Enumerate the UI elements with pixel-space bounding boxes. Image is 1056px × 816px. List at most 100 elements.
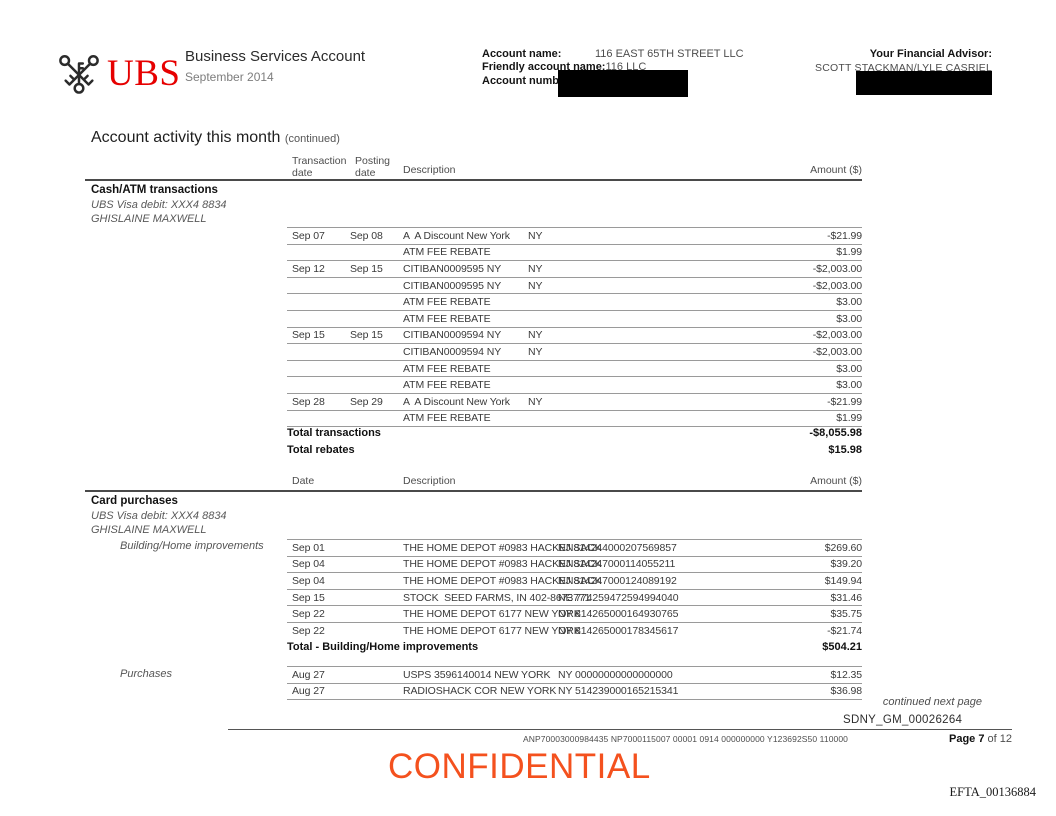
purchase-row: Sep 04 THE HOME DEPOT #0983 HACKENSACK N… [287,572,862,589]
cell-posting-date: Sep 15 [350,262,383,275]
cell-amount: $269.60 [824,541,862,554]
total-rebates-label: Total rebates [287,444,355,456]
cell-merchant: THE HOME DEPOT 6177 NEW YORK [403,624,581,637]
cell-merchant: THE HOME DEPOT 6177 NEW YORK [403,608,581,621]
transaction-row: Sep 15 Sep 15 CITIBAN0009594 NY NY -$2,00… [287,326,862,344]
card-purchases-cardholder: GHISLAINE MAXWELL [91,524,207,536]
page-title: Account activity this month (continued) [91,129,340,147]
cell-amount: $1.99 [836,246,862,259]
cell-description: CITIBAN0009595 NY NY [403,263,757,275]
product-block: Business Services Account September 2014 [185,48,365,84]
description-state: NY [528,229,543,242]
cell-posting-date: Sep 08 [350,229,383,242]
cell-amount: $3.00 [836,379,862,392]
account-number-label: Account number: [482,74,574,87]
purchase-row: Aug 27 USPS 3596140014 NEW YORK NY 00000… [287,666,862,683]
cell-merchant: THE HOME DEPOT #0983 HACKENSACK [403,541,602,554]
cell-amount: $31.46 [830,591,862,604]
cell-date: Aug 27 [292,685,325,698]
description-text: CITIBAN0009594 NY [403,329,502,342]
cell-description: ATM FEE REBATE [403,363,757,375]
cell-amount: -$21.99 [827,229,862,242]
col-amount: Amount ($) [810,164,862,176]
transaction-row: ATM FEE REBATE $1.99 [287,243,862,261]
card-purchases-card-number: UBS Visa debit: XXX4 8834 [91,509,227,522]
friendly-name-row: Friendly account name: 116 LLC [482,61,744,75]
page-number-rest: of 12 [984,733,1012,745]
cell-amount: $149.94 [824,574,862,587]
cell-amount: $12.35 [830,668,862,681]
ubs-keys-icon [59,55,99,94]
confidential-stamp: CONFIDENTIAL [388,747,651,786]
cell-amount: -$2,003.00 [812,329,862,342]
col-amount: Amount ($) [810,475,862,487]
cell-transaction-date: Sep 28 [292,395,325,408]
cell-transaction-date: Sep 15 [292,329,325,342]
total-transactions-label: Total transactions [287,427,381,439]
cell-amount: -$21.99 [827,395,862,408]
transaction-row: Sep 07 Sep 08 A A Discount New York NY -$… [287,227,862,244]
cell-amount: -$21.74 [827,624,862,637]
advisor-redaction [856,71,992,95]
cell-description: A A Discount New York NY [403,230,757,242]
col-posting-line2: date [355,167,376,179]
account-name-row: Account name: 116 EAST 65TH STREET LLC [482,48,744,61]
cell-reference: NJ 814244000207569857 [558,541,677,554]
cell-amount: $36.98 [830,685,862,698]
purchase-row: Sep 04 THE HOME DEPOT #0983 HACKENSACK N… [287,555,862,573]
building-improvements-rows: Sep 01 THE HOME DEPOT #0983 HACKENSACK N… [287,539,862,639]
cell-reference: NY 00000000000000000 [558,668,673,681]
description-text: ATM FEE REBATE [403,246,491,259]
col-description: Description [403,164,456,176]
total-building-label: Total - Building/Home improvements [287,641,479,653]
description-text: ATM FEE REBATE [403,362,491,375]
description-text: A A Discount New York [403,395,510,408]
cell-date: Sep 04 [292,558,325,571]
description-text: CITIBAN0009594 NY [403,345,502,358]
group-label-building: Building/Home improvements [120,540,264,552]
cell-reference: NJ 814247000114055211 [558,558,676,571]
statement-code-line: ANP70003000984435 NP7000115007 00001 091… [523,734,849,744]
cell-amount: -$2,003.00 [812,345,862,358]
ubs-logo: UBS [56,52,180,94]
bates-number-efta: EFTA_00136884 [949,785,1037,799]
total-transactions-row: Total transactions -$8,055.98 [287,427,862,439]
col-date: Date [292,475,315,487]
cell-reference: NE 774259472594994040 [558,591,679,604]
total-building-row: Total - Building/Home improvements $504.… [287,641,862,653]
cell-amount: $3.00 [836,296,862,309]
cell-amount: -$2,003.00 [812,279,862,292]
total-rebates-value: $15.98 [828,444,862,456]
transaction-row: CITIBAN0009594 NY NY -$2,003.00 [287,343,862,360]
ubs-wordmark: UBS [107,53,181,94]
cell-reference: NY 814265000178345617 [558,624,679,637]
total-transactions-value: -$8,055.98 [809,427,862,439]
cell-amount: -$2,003.00 [812,262,862,275]
cell-description: CITIBAN0009595 NY NY [403,280,757,292]
cell-amount: $35.75 [830,608,862,621]
col-posting-line1: Posting [355,155,391,167]
col-transaction-date: Transaction date [292,155,346,179]
cell-transaction-date: Sep 07 [292,229,325,242]
cash-atm-section-title: Cash/ATM transactions [91,184,218,196]
transaction-row: Sep 28 Sep 29 A A Discount New York NY -$… [287,392,862,410]
cell-posting-date: Sep 29 [350,395,383,408]
description-state: NY [528,279,543,292]
account-name-value: 116 EAST 65TH STREET LLC [595,48,744,60]
card-purchases-section: Card purchases UBS Visa debit: XXX4 8834… [91,495,227,536]
account-name-label: Account name: [482,48,562,60]
total-building-value: $504.21 [822,641,862,653]
description-text: ATM FEE REBATE [403,312,491,325]
advisor-label: Your Financial Advisor: [869,48,992,60]
col-transaction-line1: Transaction [292,155,347,167]
page-number-bold: Page 7 [949,733,985,745]
cell-reference: NY 814265000164930765 [558,608,679,621]
cell-merchant: THE HOME DEPOT #0983 HACKENSACK [403,574,602,587]
description-text: A A Discount New York [403,229,510,242]
transaction-row: ATM FEE REBATE $3.00 [287,359,862,377]
cell-description: CITIBAN0009594 NY NY [403,329,757,341]
cell-date: Sep 01 [292,541,325,554]
cell-reference: NJ 814247000124089192 [558,574,677,587]
cell-amount: $1.99 [836,412,862,425]
cell-date: Sep 22 [292,608,325,621]
